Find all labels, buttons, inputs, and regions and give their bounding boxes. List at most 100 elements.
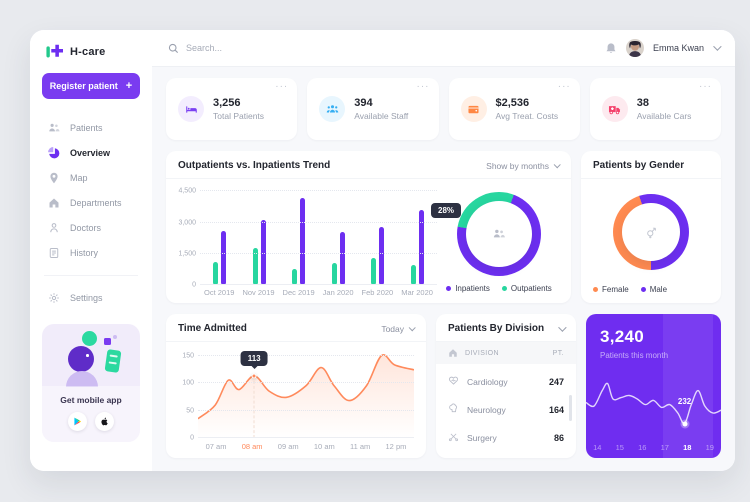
apple-icon xyxy=(101,417,108,426)
inpatients-bar xyxy=(379,226,385,285)
gender-card-title: Patients by Gender xyxy=(593,160,685,171)
bar-group-jan-2020 xyxy=(331,185,345,285)
legend-item-male: Male xyxy=(640,285,667,294)
sidebar-item-overview[interactable]: Overview xyxy=(30,140,152,165)
bar-group-feb-2020 xyxy=(371,185,385,285)
division-row-surgery[interactable]: Surgery 86 xyxy=(448,429,564,447)
card-menu-button[interactable]: ··· xyxy=(416,81,430,92)
logo: H-care xyxy=(30,30,152,71)
chevron-down-icon[interactable] xyxy=(558,322,567,332)
outpatients-bar xyxy=(331,263,337,285)
date-label: 15 xyxy=(615,442,624,452)
sidebar-item-doctors[interactable]: Doctors xyxy=(30,215,152,240)
time-line-path xyxy=(198,355,414,419)
ambulance-icon xyxy=(601,96,628,122)
time-area-path xyxy=(198,354,414,438)
patients-icon xyxy=(47,121,60,134)
legend-item-inpatients: Inpatients xyxy=(446,284,490,293)
division-count: 86 xyxy=(553,433,564,443)
time-admitted-card: Time Admitted Today 0 50 100 150 xyxy=(166,314,426,458)
stat-card-avg-treat-costs: ··· $2,536 Avg Treat. Costs xyxy=(448,78,580,140)
x-tick-label: Nov 2019 xyxy=(242,287,275,297)
stat-label: Avg Treat. Costs xyxy=(495,111,559,121)
heart-icon xyxy=(448,373,459,391)
gender-donut-chart xyxy=(613,194,689,270)
x-tick-label: Jan 2020 xyxy=(322,287,354,297)
time-y-axis: 0 50 100 150 xyxy=(182,352,194,442)
sidebar-settings-wrap: Settings xyxy=(30,285,152,310)
today-dropdown[interactable]: Today xyxy=(381,324,416,334)
user-avatar[interactable] xyxy=(625,39,644,57)
x-tick-label: 07 am xyxy=(205,441,227,451)
month-line-chart xyxy=(586,364,721,434)
topbar: Emma Kwan xyxy=(152,30,735,67)
x-tick-label: 09 am xyxy=(277,441,299,451)
month-marker-dot xyxy=(682,421,688,426)
sidebar-item-settings[interactable]: Settings xyxy=(30,285,152,310)
search-input[interactable] xyxy=(186,43,346,53)
sidebar-item-departments[interactable]: Departments xyxy=(30,190,152,215)
notification-bell-icon[interactable] xyxy=(605,42,617,55)
sidebar-item-label: Departments xyxy=(70,197,122,208)
sidebar-item-map[interactable]: Map xyxy=(30,165,152,190)
main-area: Emma Kwan ··· 3,256 Total Patients··· 39… xyxy=(152,30,735,471)
sidebar: H-care Register patient + Patients Overv… xyxy=(30,30,152,471)
stat-value: 3,256 xyxy=(213,97,241,109)
date-label: 16 xyxy=(638,442,647,452)
trend-card-title: Outpatients vs. Inpatients Trend xyxy=(178,160,331,171)
wallet-icon xyxy=(460,96,487,122)
monthly-patients-value: 3,240 xyxy=(600,327,645,346)
show-by-months-dropdown[interactable]: Show by months xyxy=(486,161,561,171)
chevron-down-icon xyxy=(408,324,416,332)
legend-dot xyxy=(501,285,507,291)
trend-y-axis: 0 1,500 3,000 4,500 xyxy=(178,187,196,289)
stat-card-available-cars: ··· 38 Available Cars xyxy=(589,78,721,140)
sidebar-item-history[interactable]: History xyxy=(30,240,152,265)
trend-bar-chart: 0 1,500 3,000 4,500 Oct 2019 Nov 2019 Dec 201… xyxy=(174,185,437,299)
division-rows: Cardiology 247 Neurology 164 Surgery 86 xyxy=(436,364,576,458)
bar-group-oct-2019 xyxy=(213,185,227,285)
person-illustration xyxy=(68,346,94,372)
mobile-app-promo-card: Get mobile app xyxy=(42,324,140,442)
month-dates-axis: 14 15 16 17 18 19 xyxy=(586,436,721,458)
app-window: H-care Register patient + Patients Overv… xyxy=(30,30,735,471)
brain-icon xyxy=(448,401,459,419)
x-tick-label: 10 am xyxy=(313,441,335,451)
google-play-button[interactable] xyxy=(68,412,87,431)
time-marker-line xyxy=(253,375,255,438)
user-name[interactable]: Emma Kwan xyxy=(652,43,704,53)
inpatients-bar xyxy=(300,197,306,285)
stat-value: $2,536 xyxy=(495,97,530,109)
sidebar-item-label: History xyxy=(70,247,99,258)
card-menu-button[interactable]: ··· xyxy=(557,81,571,92)
division-row-neurology[interactable]: Neurology 164 xyxy=(448,401,564,419)
settings-gear-icon xyxy=(47,291,60,304)
department-icon xyxy=(449,349,457,357)
bar-group-mar-2020 xyxy=(410,185,424,285)
division-name: Surgery xyxy=(467,433,497,443)
sidebar-item-patients[interactable]: Patients xyxy=(30,115,152,140)
time-tooltip: 113 xyxy=(240,350,268,366)
card-menu-button[interactable]: ··· xyxy=(275,81,289,92)
monthly-patients-label: Patients this month xyxy=(600,351,669,360)
trend-legend: Inpatients Outpatients xyxy=(446,284,552,293)
x-tick-label: Mar 2020 xyxy=(401,287,433,297)
chevron-down-icon[interactable] xyxy=(713,42,722,51)
search-box xyxy=(168,43,346,54)
x-tick-label: Dec 2019 xyxy=(282,287,315,297)
outpatients-bar xyxy=(371,257,377,285)
sidebar-item-label: Patients xyxy=(70,122,103,133)
sidebar-divider xyxy=(44,275,138,276)
avatar-image xyxy=(625,39,644,57)
apple-store-button[interactable] xyxy=(95,412,114,431)
division-count: 164 xyxy=(548,405,564,415)
division-scrollbar[interactable] xyxy=(569,394,572,421)
phone-illustration xyxy=(104,349,122,373)
division-name: Cardiology xyxy=(467,377,508,387)
trend-donut-chart xyxy=(457,191,541,276)
division-row-cardiology[interactable]: Cardiology 247 xyxy=(448,373,564,391)
date-label: 17 xyxy=(660,442,669,452)
card-menu-button[interactable]: ··· xyxy=(699,81,712,92)
register-patient-button[interactable]: Register patient + xyxy=(42,73,140,99)
